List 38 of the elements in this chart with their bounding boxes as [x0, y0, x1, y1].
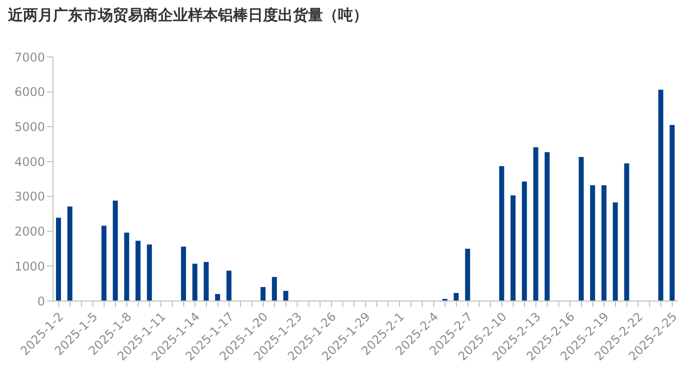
bar [215, 294, 220, 301]
bar [658, 90, 664, 301]
bar [146, 244, 152, 301]
bar [112, 200, 118, 301]
chart-title: 近两月广东市场贸易商企业样本铝棒日度出货量（吨） [8, 6, 368, 25]
y-tick-label: 1000 [14, 259, 45, 274]
y-tick-label: 0 [37, 294, 45, 308]
bar [465, 248, 470, 301]
y-tick-label: 6000 [14, 85, 45, 100]
bar [56, 218, 61, 301]
y-tick-label: 5000 [14, 120, 45, 134]
bar [578, 157, 584, 301]
y-tick-label: 2000 [14, 224, 45, 239]
bar [544, 152, 550, 301]
bar [124, 232, 130, 301]
bar [612, 202, 618, 301]
bar [272, 276, 277, 301]
bar [67, 206, 72, 301]
bar [101, 226, 106, 301]
bar [260, 287, 266, 301]
bar [510, 195, 516, 301]
bar [670, 124, 675, 301]
bar [601, 185, 606, 301]
bar [192, 264, 198, 301]
bar [136, 240, 141, 301]
bar [499, 166, 504, 301]
bar [624, 163, 630, 301]
bar [454, 292, 459, 301]
y-tick-label: 7000 [14, 50, 45, 64]
bar [590, 185, 596, 301]
bar [181, 246, 186, 301]
bar [522, 181, 527, 301]
bar [204, 262, 209, 301]
y-tick-label: 4000 [14, 154, 45, 169]
bar [226, 270, 232, 301]
y-tick-label: 3000 [14, 190, 45, 204]
bar [283, 290, 288, 301]
bar [533, 147, 538, 301]
